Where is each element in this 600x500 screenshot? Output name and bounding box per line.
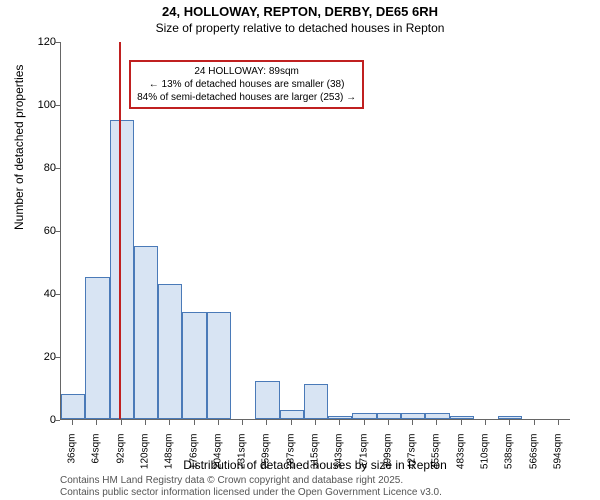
x-tick-mark <box>558 420 559 425</box>
x-tick-mark <box>485 420 486 425</box>
chart-title-main: 24, HOLLOWAY, REPTON, DERBY, DE65 6RH <box>0 4 600 19</box>
x-tick-mark <box>72 420 73 425</box>
x-tick-mark <box>315 420 316 425</box>
plot-area: 24 HOLLOWAY: 89sqm← 13% of detached hous… <box>60 42 570 420</box>
credit-line-1: Contains HM Land Registry data © Crown c… <box>60 475 403 486</box>
chart-container: 24, HOLLOWAY, REPTON, DERBY, DE65 6RH Si… <box>0 0 600 500</box>
histogram-bar <box>110 120 134 419</box>
chart-title-sub: Size of property relative to detached ho… <box>0 21 600 35</box>
x-tick-mark <box>145 420 146 425</box>
x-tick-mark <box>121 420 122 425</box>
x-tick-mark <box>412 420 413 425</box>
histogram-bar <box>425 413 449 419</box>
y-tick-label: 100 <box>38 99 56 111</box>
x-axis-label: Distribution of detached houses by size … <box>60 458 570 472</box>
reference-line <box>119 42 121 419</box>
x-tick-mark <box>266 420 267 425</box>
x-tick-mark <box>461 420 462 425</box>
histogram-bar <box>207 312 231 419</box>
annotation-line-2: ← 13% of detached houses are smaller (38… <box>137 78 356 91</box>
x-tick-mark <box>291 420 292 425</box>
annotation-box: 24 HOLLOWAY: 89sqm← 13% of detached hous… <box>129 60 364 109</box>
x-tick-mark <box>169 420 170 425</box>
x-tick-mark <box>339 420 340 425</box>
x-tick-mark <box>364 420 365 425</box>
histogram-bar <box>304 384 328 419</box>
x-tick-mark <box>218 420 219 425</box>
x-tick-mark <box>436 420 437 425</box>
histogram-bar <box>134 246 158 419</box>
x-tick-mark <box>509 420 510 425</box>
x-tick-mark <box>388 420 389 425</box>
credit-line-2: Contains public sector information licen… <box>60 487 442 498</box>
histogram-bar <box>328 416 352 419</box>
histogram-bar <box>182 312 206 419</box>
histogram-bar <box>85 277 109 419</box>
histogram-bar <box>255 381 279 419</box>
histogram-bar <box>61 394 85 419</box>
x-tick-mark <box>242 420 243 425</box>
annotation-line-1: 24 HOLLOWAY: 89sqm <box>137 65 356 78</box>
x-tick-mark <box>534 420 535 425</box>
x-tick-mark <box>194 420 195 425</box>
y-tick-label: 120 <box>38 36 56 48</box>
histogram-bar <box>401 413 425 419</box>
y-tick-mark <box>55 420 60 421</box>
histogram-bar <box>450 416 474 419</box>
histogram-bar <box>158 284 182 419</box>
annotation-line-3: 84% of semi-detached houses are larger (… <box>137 91 356 104</box>
y-axis-label: Number of detached properties <box>12 65 26 230</box>
x-tick-mark <box>96 420 97 425</box>
histogram-bar <box>352 413 376 419</box>
histogram-bar <box>498 416 522 419</box>
histogram-bar <box>280 410 304 419</box>
histogram-bar <box>377 413 401 419</box>
